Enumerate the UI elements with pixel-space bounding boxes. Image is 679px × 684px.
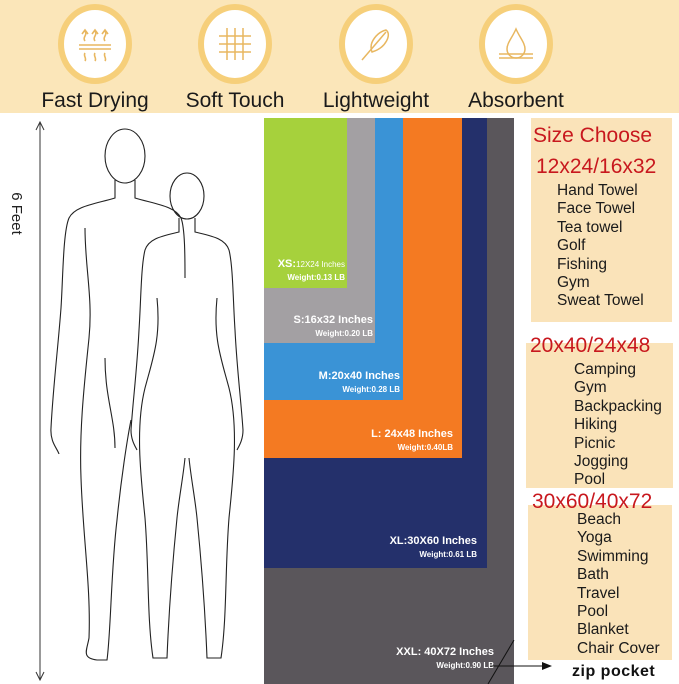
use-item: Hand Towel: [557, 182, 638, 199]
size-group-uses: Camping Gym Backpacking Hiking Picnic Jogging…: [574, 361, 662, 490]
size-choose-title: Size Choose: [533, 124, 653, 147]
use-item: Yoga: [577, 529, 612, 547]
use-item: Bath: [577, 566, 609, 584]
use-item: Blanket: [577, 621, 629, 639]
size-box-small: [531, 118, 672, 322]
use-item: Travel: [577, 584, 620, 602]
feature-fast-drying: Fast Drying: [30, 4, 160, 113]
towel-s-label: S:16x32 Inches Weight:0.20 LB: [293, 314, 374, 338]
towel-xs-label: XS:12X24 Inches Weight:0.13 LB: [277, 258, 345, 282]
size-box-large: [528, 505, 672, 660]
size-box-medium: [526, 343, 673, 488]
zip-pocket-label: zip pocket: [572, 663, 656, 680]
towel-xs: [264, 118, 347, 288]
man-figure: [50, 128, 186, 661]
height-label: 6 Feet: [7, 192, 25, 235]
use-item: Fishing: [557, 255, 607, 273]
size-group-heading: 20x40/24x48: [530, 334, 651, 357]
water-drop-icon: [479, 4, 553, 84]
use-item: Camping: [574, 361, 637, 378]
fabric-grid-icon: [198, 4, 272, 84]
use-item: Tea towel: [557, 218, 623, 236]
human-figures: [50, 128, 244, 661]
heat-waves-icon: [58, 4, 132, 84]
towel-m-label: M:20x40 Inches Weight:0.28 LB: [318, 370, 400, 394]
height-arrow: [35, 120, 45, 682]
use-item: Beach: [577, 511, 621, 528]
feature-soft-touch: Soft Touch: [170, 4, 300, 113]
zip-pocket-pointer: [487, 640, 552, 684]
use-item: Gym: [574, 379, 607, 397]
feature-lightweight: Lightweight: [311, 4, 441, 113]
woman-figure: [130, 172, 244, 659]
use-item: Jogging: [574, 453, 629, 471]
use-item: Swimming: [577, 547, 649, 565]
use-item: Hiking: [574, 416, 618, 434]
feature-absorbent: Absorbent: [451, 4, 581, 113]
towel-xxl-label: XXL: 40X72 Inches Weight:0.90 LB: [396, 646, 494, 670]
towel-xl-label: XL:30X60 Inches Weight:0.61 LB: [389, 535, 477, 559]
use-item: Sweat Towel: [557, 292, 644, 310]
use-item: Chair Cover: [577, 639, 660, 657]
use-item: Gym: [557, 274, 590, 292]
size-group-heading: 12x24/16x32: [536, 155, 657, 178]
use-item: Golf: [557, 237, 586, 255]
size-group-uses: Hand Towel Face Towel Tea towel Golf Fishing…: [557, 182, 644, 311]
size-group-heading: 30x60/40x72: [532, 490, 653, 513]
towel-l-label: L: 24x48 Inches Weight:0.40LB: [371, 428, 453, 452]
size-group-uses: Beach Yoga Swimming Bath Travel Pool Blanket Ch…: [577, 511, 660, 658]
feather-icon: [339, 4, 413, 84]
use-item: Backpacking: [574, 397, 662, 415]
use-item: Picnic: [574, 434, 616, 452]
use-item: Pool: [577, 603, 609, 621]
use-item: Face Towel: [557, 200, 636, 218]
use-item: Pool: [574, 471, 606, 489]
